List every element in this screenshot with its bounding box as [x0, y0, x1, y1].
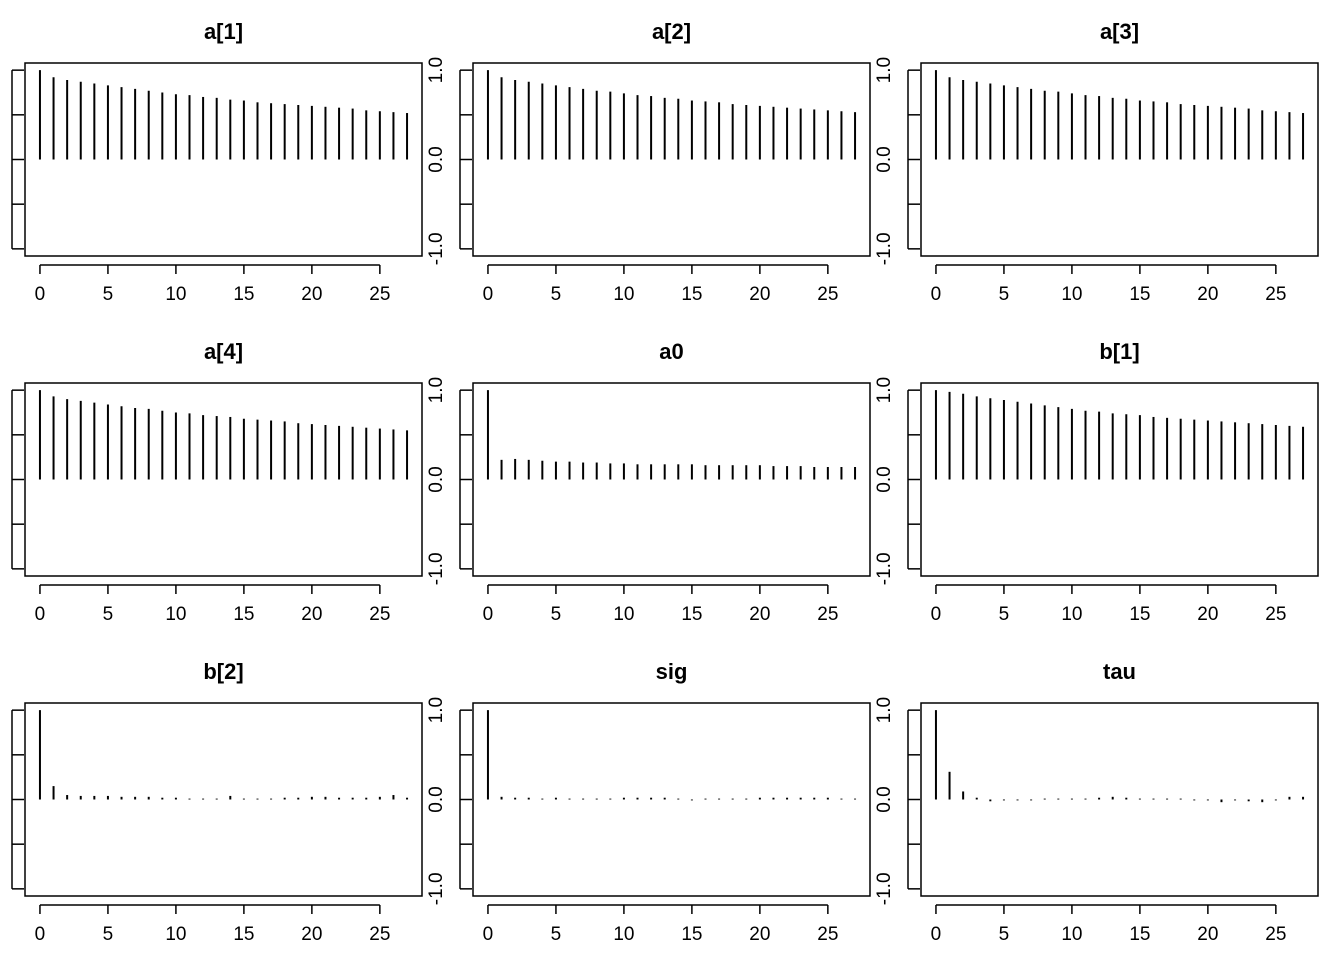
y-tick-label: 1.0	[874, 57, 895, 83]
y-tick-label: 1.0	[874, 377, 895, 403]
x-tick-label: 20	[301, 924, 322, 945]
plot-frame	[472, 382, 871, 577]
x-tick-label: 15	[1129, 284, 1150, 305]
panel-title: a0	[659, 339, 683, 364]
y-tick-label: 1.0	[426, 697, 447, 723]
x-tick-label: 0	[35, 284, 46, 305]
x-tick-label: 5	[103, 604, 114, 625]
x-tick-label: 10	[165, 924, 186, 945]
x-tick-label: 0	[931, 924, 942, 945]
panel-title: b[1]	[1099, 339, 1139, 364]
panel-title: tau	[1103, 659, 1136, 684]
plot-frame	[24, 382, 423, 577]
x-tick-label: 25	[369, 604, 390, 625]
panel-title: b[2]	[203, 659, 243, 684]
x-tick-label: 10	[1061, 924, 1082, 945]
x-tick-label: 20	[749, 284, 770, 305]
x-tick-label: 20	[1197, 924, 1218, 945]
plot-frame	[472, 702, 871, 897]
x-tick-label: 5	[999, 924, 1010, 945]
panel-title: sig	[656, 659, 688, 684]
y-tick-label: 0.0	[426, 786, 447, 812]
x-tick-label: 0	[483, 284, 494, 305]
x-tick-label: 5	[551, 924, 562, 945]
x-tick-label: 15	[233, 284, 254, 305]
x-tick-label: 20	[301, 604, 322, 625]
plot-frame	[920, 382, 1319, 577]
y-tick-label: -1.0	[426, 232, 447, 265]
x-tick-label: 0	[35, 604, 46, 625]
y-tick-label: -1.0	[874, 232, 895, 265]
x-tick-label: 5	[103, 924, 114, 945]
panel-title: a[4]	[204, 339, 243, 364]
x-tick-label: 10	[613, 284, 634, 305]
x-tick-label: 20	[1197, 604, 1218, 625]
panel-title: a[3]	[1100, 19, 1139, 44]
y-tick-label: 0.0	[426, 466, 447, 492]
y-tick-label: -1.0	[426, 552, 447, 585]
x-tick-label: 0	[931, 604, 942, 625]
x-tick-label: 15	[1129, 604, 1150, 625]
x-tick-label: 0	[35, 924, 46, 945]
x-tick-label: 0	[931, 284, 942, 305]
x-tick-label: 0	[483, 604, 494, 625]
x-tick-label: 20	[749, 924, 770, 945]
x-tick-label: 10	[1061, 604, 1082, 625]
plot-frame	[920, 702, 1319, 897]
x-tick-label: 0	[483, 924, 494, 945]
plot-frame	[920, 62, 1319, 257]
x-tick-label: 25	[1265, 604, 1286, 625]
y-tick-label: 0.0	[426, 146, 447, 172]
x-tick-label: 10	[613, 604, 634, 625]
x-tick-label: 15	[681, 604, 702, 625]
x-tick-label: 25	[817, 284, 838, 305]
panel-title: a[1]	[204, 19, 243, 44]
x-tick-label: 5	[103, 284, 114, 305]
x-tick-label: 25	[1265, 284, 1286, 305]
x-tick-label: 5	[551, 604, 562, 625]
x-tick-label: 20	[749, 604, 770, 625]
x-tick-label: 15	[1129, 924, 1150, 945]
y-tick-label: -1.0	[874, 872, 895, 905]
plot-frame	[24, 702, 423, 897]
y-tick-label: 1.0	[426, 57, 447, 83]
x-tick-label: 15	[681, 924, 702, 945]
x-tick-label: 20	[1197, 284, 1218, 305]
y-tick-label: 1.0	[874, 697, 895, 723]
y-tick-label: -1.0	[874, 552, 895, 585]
x-tick-label: 5	[551, 284, 562, 305]
panel-title: a[2]	[652, 19, 691, 44]
x-tick-label: 10	[165, 284, 186, 305]
y-tick-label: -1.0	[426, 872, 447, 905]
x-tick-label: 10	[613, 924, 634, 945]
x-tick-label: 25	[369, 284, 390, 305]
y-tick-label: 0.0	[874, 466, 895, 492]
x-tick-label: 10	[165, 604, 186, 625]
x-tick-label: 25	[817, 604, 838, 625]
plot-frame	[24, 62, 423, 257]
x-tick-label: 25	[369, 924, 390, 945]
x-tick-label: 15	[233, 924, 254, 945]
y-tick-label: 1.0	[426, 377, 447, 403]
x-tick-label: 25	[817, 924, 838, 945]
x-tick-label: 5	[999, 604, 1010, 625]
x-tick-label: 10	[1061, 284, 1082, 305]
x-tick-label: 25	[1265, 924, 1286, 945]
y-tick-label: 0.0	[874, 146, 895, 172]
x-tick-label: 20	[301, 284, 322, 305]
x-tick-label: 15	[681, 284, 702, 305]
plot-frame	[472, 62, 871, 257]
y-tick-label: 0.0	[874, 786, 895, 812]
x-tick-label: 5	[999, 284, 1010, 305]
x-tick-label: 15	[233, 604, 254, 625]
